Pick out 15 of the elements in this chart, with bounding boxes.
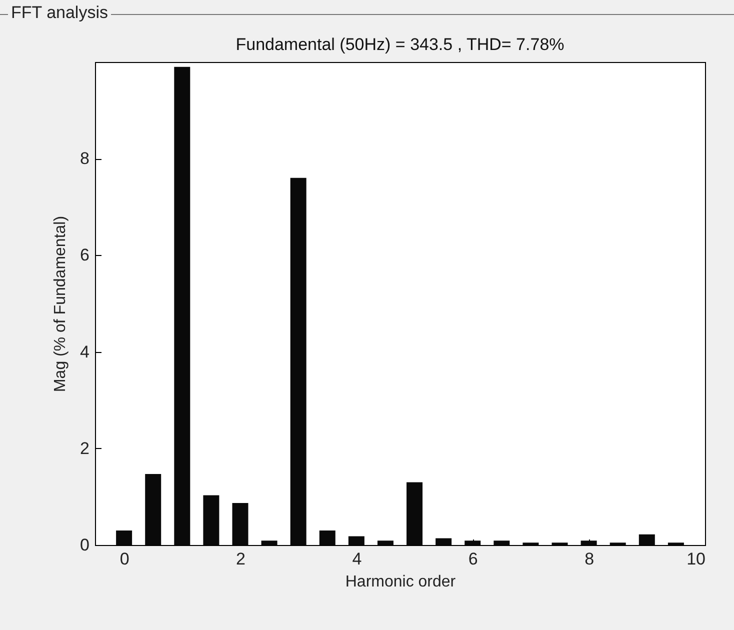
chart-title: FFT analysis — [8, 3, 111, 23]
x-tick-label: 6 — [468, 550, 478, 568]
x-tick-label: 10 — [686, 550, 706, 568]
chart-subtitle: Fundamental (50Hz) = 343.5 , THD= 7.78% — [236, 35, 564, 54]
y-tick-label: 0 — [80, 536, 90, 554]
x-tick-label: 4 — [352, 550, 362, 568]
y-axis-title: Mag (% of Fundamental) — [52, 216, 70, 392]
x-tick-label: 0 — [120, 550, 130, 568]
x-tick-label: 8 — [584, 550, 594, 568]
y-tick-label: 2 — [80, 438, 90, 458]
x-tick-label: 2 — [236, 550, 246, 568]
y-tick-label: 4 — [80, 342, 90, 362]
y-tick-label: 8 — [80, 149, 90, 168]
y-tick-label: 6 — [80, 246, 90, 265]
x-axis-title: Harmonic order — [345, 574, 456, 590]
